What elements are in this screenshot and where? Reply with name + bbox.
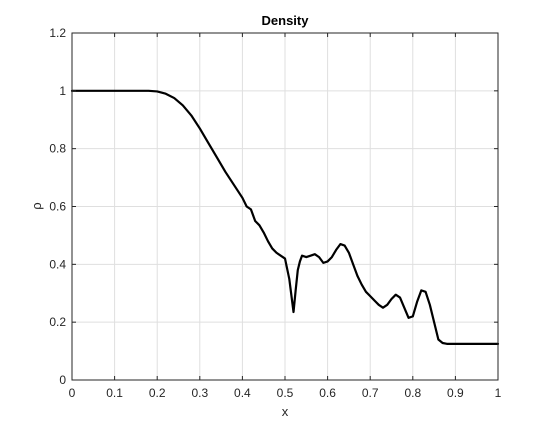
x-tick-label: 0.6 <box>319 386 336 400</box>
y-tick-label: 0.4 <box>49 257 66 271</box>
y-tick-label: 0.6 <box>49 200 66 214</box>
y-tick-label: 0 <box>59 373 66 387</box>
x-tick-label: 0.4 <box>234 386 251 400</box>
axes: 0 0.1 0.2 0.3 0.4 0.5 0.6 0.7 0.8 0.9 1 0 0.2 0.4 0.6 0… <box>49 26 501 400</box>
y-axis-label: ρ <box>29 202 44 209</box>
y-tick-label: 0.2 <box>49 315 66 329</box>
x-tick-label: 0.5 <box>277 386 294 400</box>
x-tick-label: 0.7 <box>362 386 379 400</box>
x-tick-label: 1 <box>495 386 502 400</box>
y-tick-label: 1.2 <box>49 26 66 40</box>
x-tick-label: 0.1 <box>106 386 123 400</box>
x-tick-label: 0.2 <box>149 386 166 400</box>
x-tick-label: 0.8 <box>404 386 421 400</box>
x-tick-label: 0.3 <box>191 386 208 400</box>
x-axis-label: x <box>282 404 289 419</box>
y-tick-label: 0.8 <box>49 142 66 156</box>
x-tick-label: 0.9 <box>447 386 464 400</box>
data-layer <box>70 89 500 345</box>
y-tick-label: 1 <box>59 84 66 98</box>
x-tick-label: 0 <box>69 386 76 400</box>
density-line <box>70 89 500 345</box>
chart-title: Density <box>262 13 310 28</box>
